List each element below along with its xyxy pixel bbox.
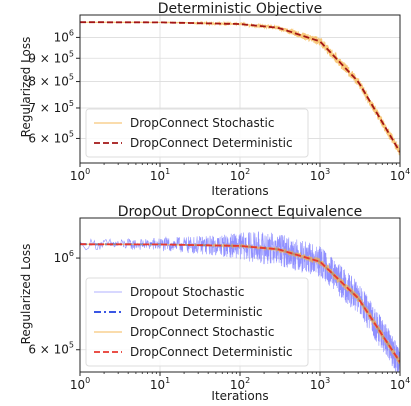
legend-entry: DropConnect Deterministic [94,345,293,359]
y-tick-base: 6 × 10 [28,343,69,357]
y-axis-label: Regularized Loss [19,37,33,138]
legend-entry: Dropout Deterministic [94,305,263,319]
x-tick-exponent: 3 [325,167,330,176]
legend-box [85,108,309,158]
x-tick-base: 10 [310,378,325,392]
x-tick-base: 10 [70,169,85,183]
y-tick-base: 10 [54,251,69,265]
y-tick-base: 6 × 10 [28,131,69,145]
x-tick-base: 10 [70,378,85,392]
x-tick-exponent: 4 [405,167,410,176]
series-line-dropout-stochastic [80,231,400,372]
x-tick-exponent: 4 [405,376,410,385]
x-axis-label: Iterations [211,184,268,198]
y-tick-exponent: 5 [69,341,74,350]
x-tick-base: 10 [150,378,165,392]
legend-entry: DropConnect Deterministic [94,136,293,150]
x-tick-label: 102 [230,376,250,392]
y-tick-label: 7 × 105 [28,99,74,115]
y-tick-base: 7 × 10 [28,101,69,115]
y-tick-base: 10 [54,30,69,44]
x-tick-exponent: 0 [85,167,90,176]
y-tick-label: 8 × 105 [28,73,74,89]
y-tick-label: 106 [54,28,74,44]
x-tick-label: 104 [390,376,410,392]
x-tick-base: 10 [390,378,405,392]
legend-label: DropConnect Stochastic [130,116,274,130]
y-tick-label: 9 × 105 [28,49,74,65]
legend-entry: DropConnect Stochastic [94,116,274,130]
legend-box [85,277,309,367]
x-tick-label: 100 [70,376,90,392]
y-tick-exponent: 6 [69,28,74,37]
legend-entry: DropConnect Stochastic [94,325,274,339]
y-tick-exponent: 5 [69,73,74,82]
y-tick-base: 8 × 10 [28,75,69,89]
x-tick-exponent: 3 [325,376,330,385]
x-axis-label: Iterations [211,389,268,403]
x-tick-base: 10 [390,169,405,183]
chart-title: Deterministic Objective [158,1,323,17]
legend-label: Dropout Stochastic [130,285,244,299]
x-tick-label: 101 [150,376,170,392]
y-tick-exponent: 5 [69,49,74,58]
chart-title: DropOut DropConnect Equivalence [118,204,363,220]
y-tick-exponent: 5 [69,99,74,108]
legend-label: DropConnect Stochastic [130,325,274,339]
x-tick-label: 100 [70,167,90,183]
legend-label: Dropout Deterministic [130,305,263,319]
series-line-dropconnect-deterministic [80,21,400,153]
x-tick-exponent: 2 [245,376,250,385]
chart-deterministic-objective: Deterministic Objective 100 101 102 103 1041… [19,1,410,198]
legend: DropConnect Stochastic DropConnect Determ… [85,108,309,158]
y-tick-base: 9 × 10 [28,51,69,65]
x-tick-label: 103 [310,167,330,183]
y-axis-label: Regularized Loss [19,244,33,345]
x-tick-base: 10 [150,169,165,183]
y-tick-label: 6 × 105 [28,341,74,357]
legend-label: DropConnect Deterministic [130,136,293,150]
x-tick-exponent: 0 [85,376,90,385]
x-tick-exponent: 1 [165,167,170,176]
y-tick-exponent: 5 [69,129,74,138]
y-tick-exponent: 6 [69,249,74,258]
legend-label: DropConnect Deterministic [130,345,293,359]
legend-entry: Dropout Stochastic [94,285,244,299]
chart-dropout-dropconnect-equivalence: DropOut DropConnect Equivalence 100 101 10… [19,204,410,403]
x-tick-label: 101 [150,167,170,183]
x-tick-base: 10 [230,169,245,183]
x-tick-label: 104 [390,167,410,183]
x-tick-base: 10 [310,169,325,183]
x-tick-label: 103 [310,376,330,392]
x-tick-base: 10 [230,378,245,392]
x-tick-label: 102 [230,167,250,183]
x-tick-exponent: 2 [245,167,250,176]
y-tick-label: 106 [54,249,74,265]
y-tick-label: 6 × 105 [28,129,74,145]
legend: Dropout Stochastic Dropout Deterministic D… [85,277,309,367]
x-tick-exponent: 1 [165,376,170,385]
